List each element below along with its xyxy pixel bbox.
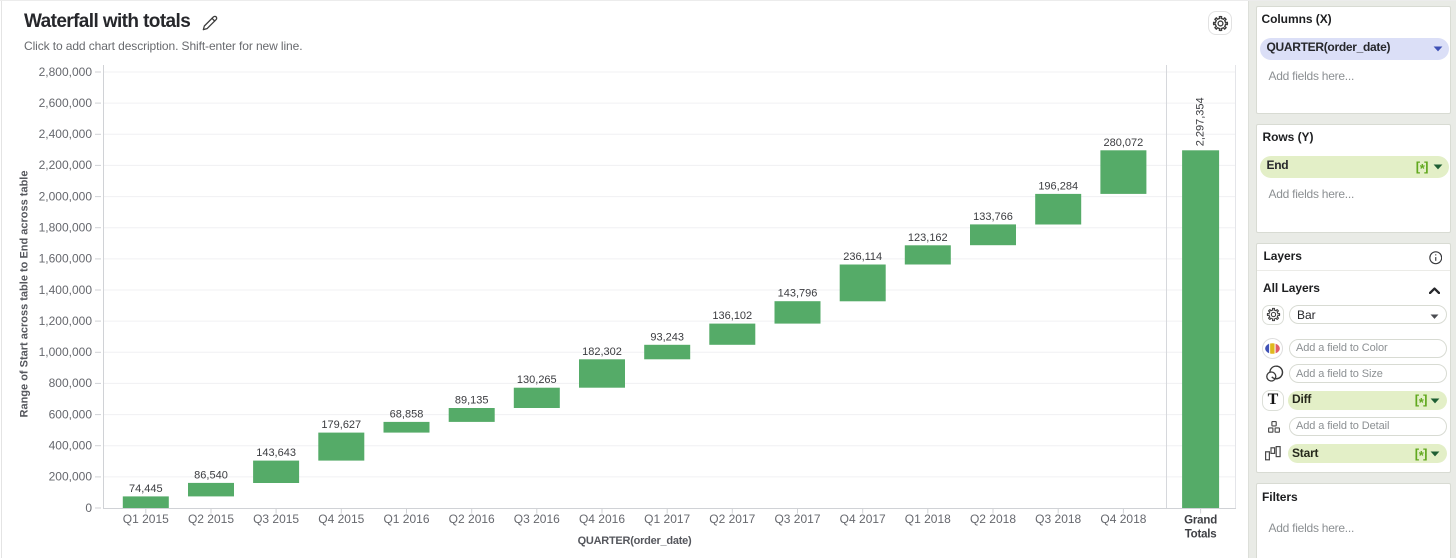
svg-text:136,102: 136,102	[712, 310, 752, 322]
svg-text:86,540: 86,540	[194, 469, 228, 481]
svg-text:Q1 2018: Q1 2018	[905, 512, 951, 526]
svg-text:2,400,000: 2,400,000	[39, 127, 93, 141]
svg-text:196,284: 196,284	[1038, 180, 1078, 192]
svg-text:Q4 2016: Q4 2016	[579, 512, 625, 526]
svg-text:Totals: Totals	[1185, 529, 1217, 541]
svg-text:Q2 2018: Q2 2018	[970, 512, 1016, 526]
svg-text:Q3 2015: Q3 2015	[253, 512, 299, 526]
svg-text:Q3 2018: Q3 2018	[1035, 512, 1081, 526]
svg-text:1,400,000: 1,400,000	[39, 283, 93, 297]
svg-text:Range of Start across table to: Range of Start across table to End acros…	[19, 171, 31, 418]
svg-text:Q1 2017: Q1 2017	[644, 512, 690, 526]
svg-text:89,135: 89,135	[455, 395, 489, 407]
svg-text:Q1 2016: Q1 2016	[383, 512, 429, 526]
svg-text:74,445: 74,445	[129, 483, 163, 495]
svg-text:68,858: 68,858	[390, 408, 424, 420]
svg-text:Q3 2017: Q3 2017	[774, 512, 820, 526]
svg-text:Q4 2017: Q4 2017	[840, 512, 886, 526]
svg-text:123,162: 123,162	[908, 232, 948, 244]
svg-text:Q4 2015: Q4 2015	[318, 512, 364, 526]
svg-text:2,000,000: 2,000,000	[39, 189, 93, 203]
svg-text:143,643: 143,643	[256, 447, 296, 459]
svg-text:179,627: 179,627	[321, 419, 361, 431]
svg-text:Q3 2016: Q3 2016	[514, 512, 560, 526]
svg-text:Grand: Grand	[1184, 515, 1217, 527]
svg-text:130,265: 130,265	[517, 374, 557, 386]
svg-text:QUARTER(order_date): QUARTER(order_date)	[578, 535, 692, 547]
svg-text:400,000: 400,000	[49, 439, 93, 453]
svg-text:2,600,000: 2,600,000	[39, 96, 93, 110]
svg-text:Q2 2017: Q2 2017	[709, 512, 755, 526]
svg-text:2,800,000: 2,800,000	[39, 65, 93, 79]
svg-text:800,000: 800,000	[49, 376, 93, 390]
svg-text:1,200,000: 1,200,000	[39, 314, 93, 328]
svg-text:Q4 2018: Q4 2018	[1100, 512, 1146, 526]
svg-text:280,072: 280,072	[1104, 137, 1144, 149]
svg-text:Q1 2015: Q1 2015	[123, 512, 169, 526]
svg-text:236,114: 236,114	[843, 251, 882, 263]
svg-text:1,600,000: 1,600,000	[39, 252, 93, 266]
svg-text:93,243: 93,243	[650, 331, 684, 343]
svg-text:2,200,000: 2,200,000	[39, 158, 93, 172]
svg-text:200,000: 200,000	[49, 470, 93, 484]
svg-text:Q2 2015: Q2 2015	[188, 512, 234, 526]
svg-text:182,302: 182,302	[582, 346, 622, 358]
svg-text:1,800,000: 1,800,000	[39, 221, 93, 235]
svg-text:1,000,000: 1,000,000	[39, 345, 93, 359]
svg-text:0: 0	[85, 501, 92, 515]
svg-text:143,796: 143,796	[778, 288, 818, 300]
svg-text:Q2 2016: Q2 2016	[449, 512, 495, 526]
svg-text:133,766: 133,766	[973, 211, 1013, 223]
svg-text:2,297,354: 2,297,354	[1195, 97, 1207, 146]
svg-text:600,000: 600,000	[49, 407, 93, 421]
